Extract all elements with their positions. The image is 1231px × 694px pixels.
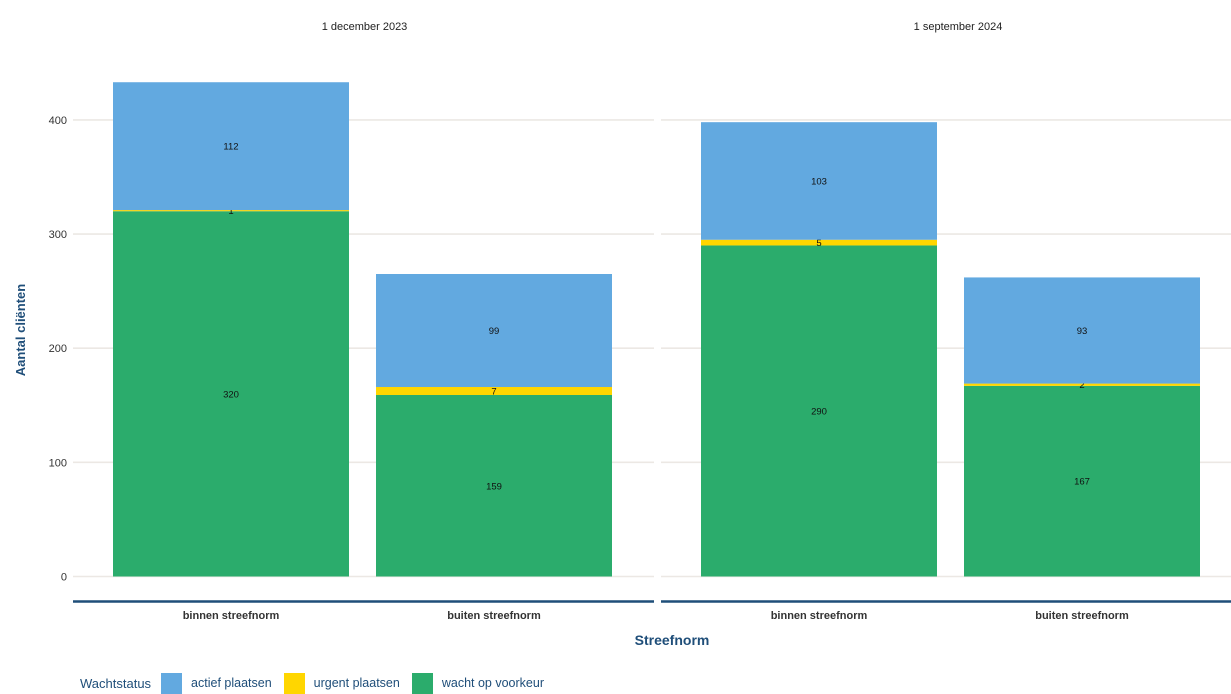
y-tick-label: 100 [49,457,67,469]
panel-1: 1 december 2023 320 1 112 binnen streefnorm 1… [113,21,612,622]
y-tick-label: 200 [49,343,67,355]
data-label: 93 [1077,326,1088,337]
data-label: 320 [223,389,239,400]
panel-title: 1 december 2023 [322,21,408,33]
x-tick-label: buiten streefnorm [447,610,541,622]
legend-label-actief: actief plaatsen [191,676,272,690]
legend-item-actief[interactable]: actief plaatsen [161,672,272,694]
bar-segment-urgent[interactable] [964,383,1200,386]
data-label: 7 [491,387,496,398]
bar-segment-actief[interactable] [964,277,1200,384]
data-label: 5 [816,238,821,249]
legend-title: Wachtstatus [80,675,152,691]
bar-segment-actief[interactable] [113,82,349,211]
data-label: 2 [1079,380,1084,391]
x-tick-label: buiten streefnorm [1035,610,1129,622]
data-label: 99 [489,326,500,337]
legend-item-wacht[interactable]: wacht op voorkeur [411,672,544,694]
legend: Wachtstatus actief plaatsen urgent plaat… [80,672,556,694]
data-label: 103 [811,176,827,187]
bar-segment-actief[interactable] [701,122,937,240]
y-axis-title: Aantal cliënten [13,284,28,377]
bar-segment-wacht[interactable] [701,245,937,577]
data-label: 167 [1074,477,1090,488]
bar-segment-urgent[interactable] [701,239,937,246]
bar-segment-actief[interactable] [376,274,612,388]
legend-label-urgent: urgent plaatsen [313,676,400,690]
y-tick-label: 400 [49,115,67,127]
y-tick-label: 300 [49,229,67,241]
data-label: 159 [486,481,502,492]
y-axis: 0 100 200 300 400 [49,115,67,584]
y-tick-label: 0 [61,572,67,584]
x-axis-title: Streefnorm [635,632,710,648]
bar-segment-wacht[interactable] [376,395,612,577]
legend-swatch-urgent [283,672,305,694]
panel-2: 1 september 2024 290 5 103 binnen streefnorm… [701,21,1200,622]
legend-item-urgent[interactable]: urgent plaatsen [283,672,400,694]
x-tick-label: binnen streefnorm [183,610,280,622]
panel-title: 1 september 2024 [914,21,1003,33]
bar-segment-wacht[interactable] [964,385,1200,577]
data-label: 1 [228,206,233,217]
x-tick-label: binnen streefnorm [771,610,868,622]
legend-swatch-wacht [411,672,433,694]
bar-segment-urgent[interactable] [376,387,612,396]
legend-label-wacht: wacht op voorkeur [441,676,544,690]
data-label: 290 [811,406,827,417]
data-label: 112 [223,142,238,153]
bar-segment-wacht[interactable] [113,211,349,577]
legend-swatch-actief [161,672,183,694]
bar-segment-urgent[interactable] [113,210,349,212]
